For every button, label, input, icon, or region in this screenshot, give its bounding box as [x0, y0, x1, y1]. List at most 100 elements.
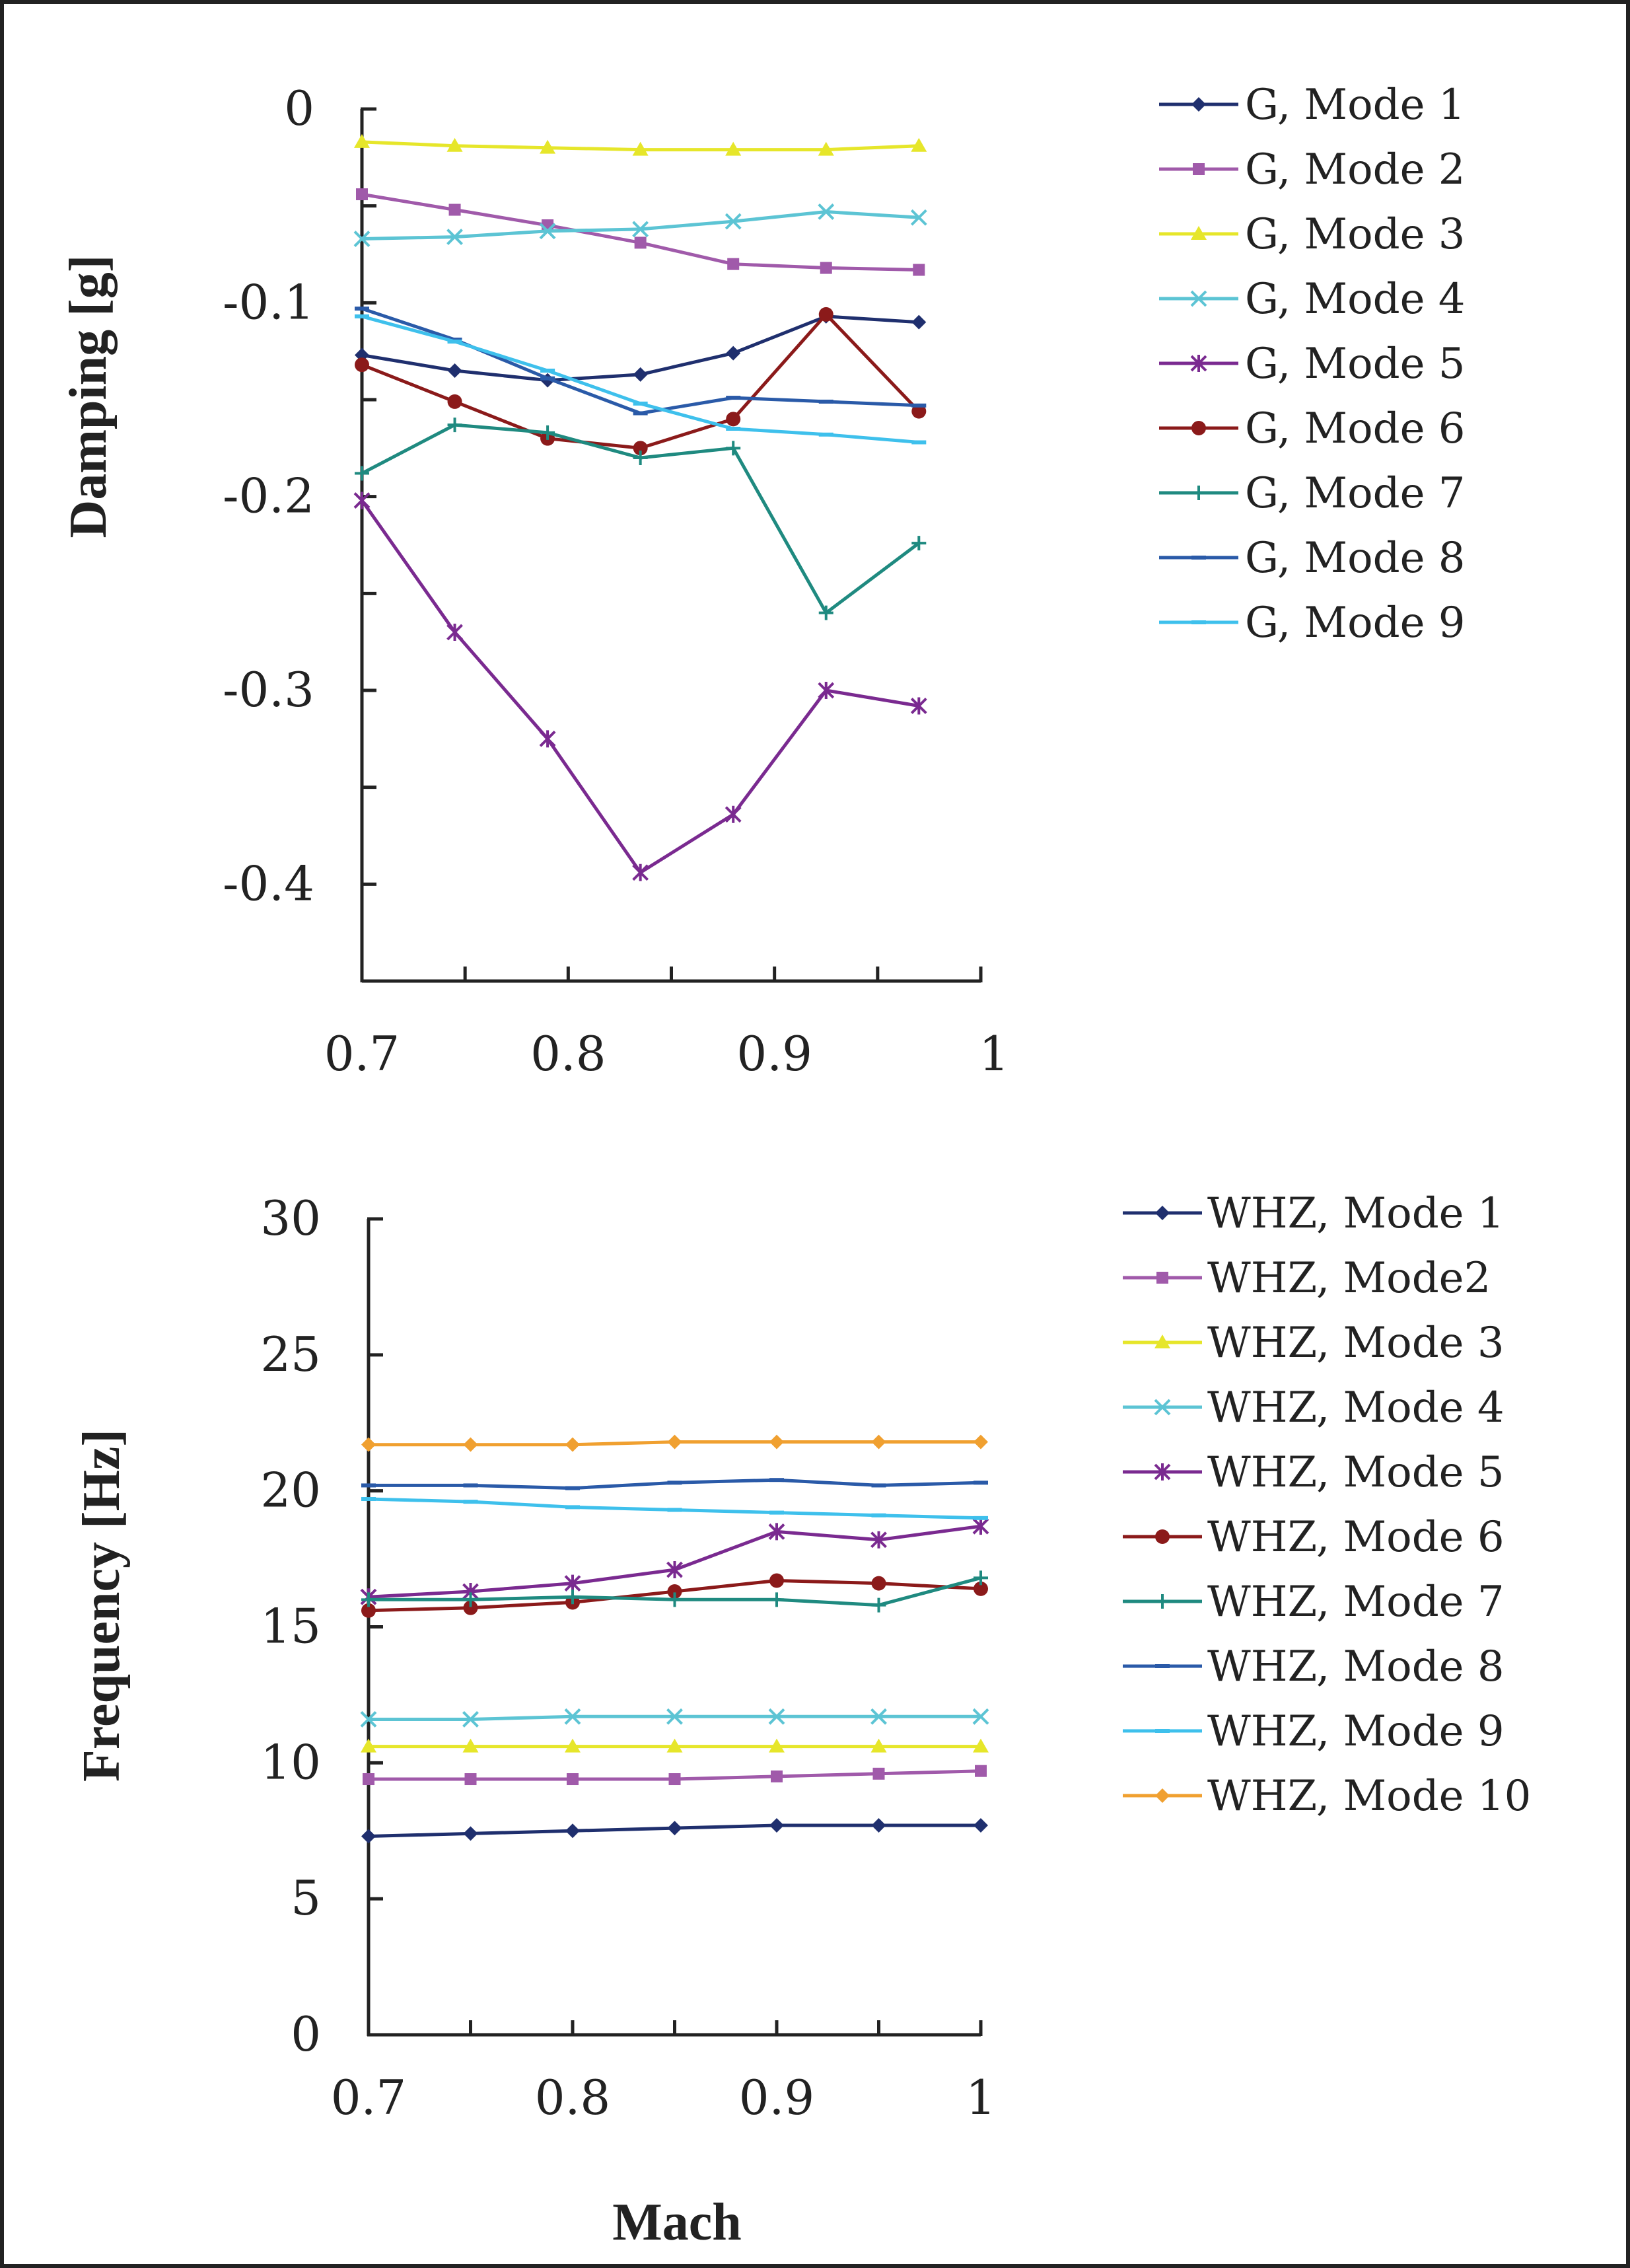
- frequency-legend-label: WHZ, Mode 5: [1207, 1448, 1505, 1497]
- damping-legend-marker: [1191, 97, 1206, 112]
- frequency-legend-marker: [1155, 1788, 1170, 1803]
- frequency-data-point: [668, 1773, 681, 1786]
- frequency-data-point: [463, 1483, 478, 1488]
- frequency-data-point: [974, 1818, 988, 1833]
- frequency-data-point: [768, 1523, 785, 1541]
- damping-series-6: [355, 307, 927, 456]
- frequency-data-point: [565, 1437, 580, 1452]
- damping-data-point: [818, 141, 834, 156]
- frequency-y-tick-label: 0: [291, 2006, 321, 2062]
- frequency-legend-label: WHZ, Mode2: [1207, 1254, 1491, 1303]
- damping-legend-label: G, Mode 8: [1245, 534, 1466, 583]
- damping-series: [353, 133, 927, 881]
- damping-data-point: [818, 307, 833, 322]
- frequency-legend-entry: WHZ, Mode2: [1123, 1254, 1491, 1303]
- frequency-data-point: [771, 1770, 783, 1782]
- frequency-x-tick-label: 0.9: [739, 2070, 815, 2125]
- frequency-data-point: [464, 1773, 477, 1786]
- damping-data-point: [818, 203, 835, 220]
- frequency-data-point: [974, 1581, 988, 1596]
- damping-x-tick-label: 0.9: [736, 1026, 812, 1081]
- damping-data-point: [632, 141, 649, 156]
- damping-legend-marker: [1193, 163, 1205, 175]
- damping-legend-marker: [1191, 421, 1206, 435]
- damping-chart: Damping [g] 0-0.1-0.2-0.3-0.40.7 0.8 0.9 1 …: [59, 81, 1466, 1081]
- damping-legend-entry: G, Mode 2: [1159, 145, 1466, 194]
- frequency-series-2: [363, 1765, 987, 1786]
- damping-legend-entry: G, Mode 7: [1159, 469, 1466, 518]
- damping-data-point: [633, 401, 648, 406]
- damping-data-point: [818, 432, 833, 437]
- frequency-data-point: [567, 1773, 579, 1786]
- frequency-series-8: [361, 1478, 988, 1490]
- frequency-legend-label: WHZ, Mode 1: [1207, 1189, 1505, 1238]
- frequency-legend-entry: WHZ, Mode 8: [1123, 1642, 1505, 1691]
- damping-data-point: [447, 394, 462, 409]
- damping-y-tick-label: -0.1: [223, 274, 314, 330]
- damping-data-point: [726, 396, 741, 400]
- frequency-legend-entry: WHZ, Mode 5: [1123, 1448, 1505, 1497]
- frequency-data-point: [564, 1708, 581, 1725]
- damping-legend-label: G, Mode 5: [1245, 340, 1466, 388]
- damping-legend-label: G, Mode 6: [1245, 404, 1466, 453]
- damping-data-point: [633, 411, 648, 416]
- damping-data-point: [911, 314, 927, 330]
- damping-legend-entry: G, Mode 9: [1159, 599, 1466, 647]
- damping-data-point: [447, 418, 462, 433]
- damping-legend-marker: [1191, 556, 1206, 560]
- damping-legend-entry: G, Mode 8: [1159, 534, 1466, 583]
- damping-data-point: [634, 237, 647, 249]
- damping-data-point: [540, 369, 555, 373]
- frequency-data-point: [667, 1584, 682, 1599]
- frequency-legend-entry: WHZ, Mode 10: [1123, 1772, 1531, 1821]
- frequency-data-point: [360, 1711, 377, 1728]
- damping-legend-label: G, Mode 9: [1245, 599, 1466, 647]
- damping-legend-label: G, Mode 7: [1245, 469, 1466, 518]
- damping-series-3: [354, 133, 927, 156]
- frequency-data-point: [975, 1765, 987, 1777]
- frequency-legend-marker: [1154, 1463, 1171, 1481]
- frequency-data-point: [871, 1576, 886, 1591]
- frequency-data-point: [565, 1505, 580, 1510]
- frequency-legend-marker: [1154, 1399, 1171, 1416]
- frequency-y-tick-label: 15: [260, 1599, 321, 1654]
- damping-x-tick-label: 1: [979, 1026, 1009, 1081]
- frequency-data-point: [463, 1500, 478, 1504]
- damping-data-point: [540, 425, 555, 440]
- frequency-data-point: [565, 1486, 580, 1490]
- frequency-data-point: [363, 1773, 374, 1786]
- frequency-legend-label: WHZ, Mode 8: [1207, 1642, 1505, 1691]
- frequency-data-point: [361, 1738, 376, 1753]
- frequency-y-tick-label: 25: [260, 1327, 321, 1382]
- damping-data-point: [725, 213, 742, 230]
- frequency-data-point: [871, 1818, 886, 1833]
- damping-data-point: [726, 441, 741, 456]
- frequency-legend-entry: WHZ, Mode 3: [1123, 1319, 1505, 1368]
- damping-data-point: [910, 209, 927, 226]
- frequency-y-tick-label: 20: [260, 1463, 321, 1518]
- damping-data-point: [911, 137, 927, 152]
- damping-y-tick-label: -0.3: [223, 662, 314, 717]
- frequency-data-point: [769, 1478, 784, 1482]
- frequency-y-axis-label: Frequency [Hz]: [73, 1429, 131, 1782]
- frequency-data-point: [870, 1708, 887, 1725]
- frequency-legend-label: WHZ, Mode 6: [1207, 1513, 1505, 1562]
- frequency-data-point: [871, 1597, 886, 1613]
- damping-data-point: [632, 221, 649, 238]
- damping-y-axis-label: Damping [g]: [59, 255, 118, 538]
- damping-data-point: [913, 264, 925, 276]
- damping-data-point: [818, 682, 835, 699]
- frequency-x-tick-label: 1: [966, 2070, 996, 2125]
- frequency-series-9: [361, 1497, 988, 1520]
- damping-legend-label: G, Mode 4: [1245, 275, 1466, 324]
- damping-data-point: [539, 223, 556, 240]
- frequency-data-point: [463, 1826, 478, 1841]
- frequency-legend-entry: WHZ, Mode 7: [1123, 1578, 1505, 1627]
- frequency-legend-marker: [1155, 1664, 1170, 1668]
- frequency-legend-label: WHZ, Mode 4: [1207, 1383, 1505, 1432]
- frequency-data-point: [769, 1573, 784, 1588]
- damping-legend-label: G, Mode 1: [1245, 81, 1466, 129]
- frequency-legend-label: WHZ, Mode 10: [1207, 1772, 1531, 1821]
- frequency-data-point: [974, 1570, 988, 1586]
- damping-legend-entry: G, Mode 6: [1159, 404, 1466, 453]
